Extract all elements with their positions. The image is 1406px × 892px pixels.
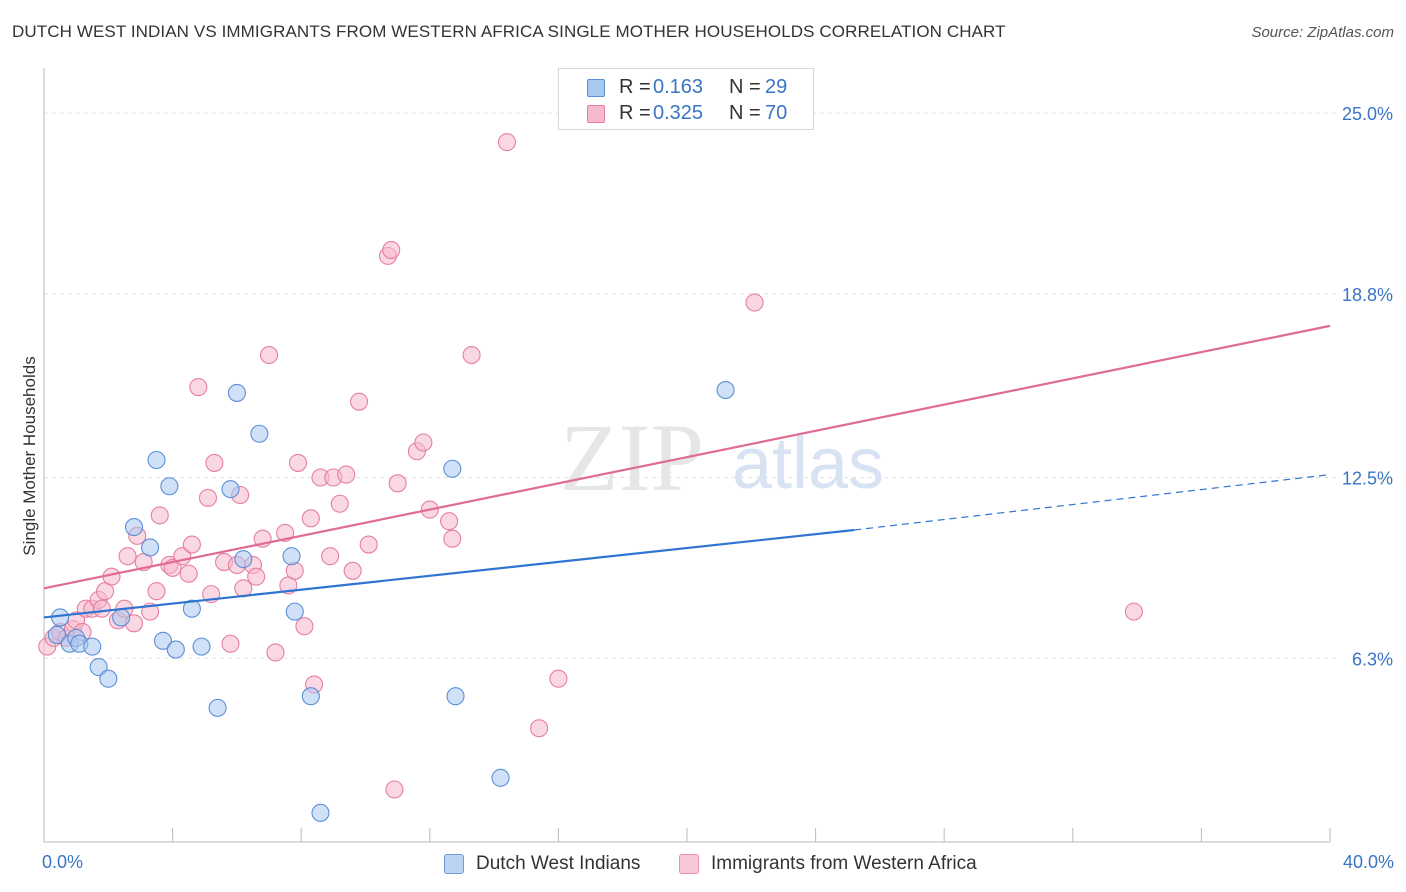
- immigrants-western-africa-point-61: [414, 433, 433, 452]
- immigrants-western-africa-point-59: [388, 474, 407, 493]
- dutch-west-indians-point-11: [147, 450, 166, 470]
- legend-swatch-blue: [587, 79, 605, 97]
- dutch-west-indians-point-10: [141, 538, 160, 557]
- immigrants-western-africa-point-65: [462, 345, 481, 365]
- immigrants-western-africa-point-28: [198, 488, 218, 507]
- immigrants-western-africa-point-37: [247, 567, 266, 586]
- dutch-west-indians-point-25: [311, 803, 330, 822]
- y-tick-label-0: 6.3%: [1352, 649, 1393, 669]
- legend-n-label: N =: [729, 76, 761, 98]
- correlation-legend: R = 0.163 N = 29 R = 0.325 N = 70: [558, 68, 814, 130]
- immigrants-western-africa-point-58: [385, 780, 404, 799]
- legend-n-value: 29: [765, 76, 788, 98]
- immigrants-western-africa-point-32: [221, 634, 240, 653]
- trend-line-immigrants-western-africa: [43, 324, 1331, 590]
- dutch-west-indians-point-14: [166, 640, 185, 659]
- immigrants-western-africa-point-49: [321, 547, 340, 566]
- legend-r-label: R =: [619, 102, 651, 124]
- immigrants-western-africa-point-64: [443, 529, 462, 548]
- immigrants-western-africa-point-55: [359, 535, 378, 554]
- legend-r-label: R =: [619, 76, 651, 98]
- immigrants-western-africa-point-70: [1124, 602, 1143, 621]
- dutch-west-indians-point-12: [153, 631, 173, 650]
- immigrants-western-africa-point-69: [745, 293, 764, 312]
- immigrants-western-africa-point-66: [497, 133, 517, 152]
- legend-r-value: 0.325: [653, 102, 704, 124]
- immigrants-western-africa-point-45: [295, 617, 314, 636]
- y-tick-label-1: 12.5%: [1342, 468, 1393, 488]
- dutch-west-indians-point-9: [124, 518, 144, 537]
- dutch-west-indians-point-23: [285, 602, 304, 621]
- y-axis-label: Single Mother Households: [20, 356, 39, 556]
- dutch-west-indians-point-27: [446, 687, 465, 706]
- legend-n-value: 70: [765, 102, 788, 124]
- legend-n-label: N =: [729, 102, 761, 124]
- legend-r-value: 0.163: [653, 76, 704, 98]
- y-tick-label-3: 25.0%: [1342, 104, 1393, 124]
- dutch-west-indians-point-5: [83, 637, 102, 656]
- chart-title: DUTCH WEST INDIAN VS IMMIGRANTS FROM WES…: [12, 22, 1006, 41]
- immigrants-western-africa-point-30: [205, 453, 224, 472]
- immigrants-western-africa-point-39: [259, 345, 279, 365]
- series-dutch-west-indians-points: [47, 380, 735, 822]
- series-legend: Dutch West Indians Immigrants from Weste…: [0, 850, 1406, 880]
- watermark-atlas: atlas: [732, 424, 884, 504]
- immigrants-western-africa-point-54: [350, 392, 369, 411]
- immigrants-western-africa-point-57: [382, 240, 401, 260]
- immigrants-western-africa-point-44: [288, 453, 308, 472]
- y-tick-label-2: 18.8%: [1342, 285, 1393, 305]
- dutch-west-indians-point-22: [282, 547, 301, 566]
- dutch-west-indians-point-6: [89, 657, 108, 677]
- immigrants-western-africa-point-21: [150, 506, 169, 525]
- immigrants-western-africa-point-26: [182, 535, 201, 554]
- legend-item-label: Dutch West Indians: [476, 853, 641, 874]
- axes: [43, 68, 1331, 843]
- immigrants-western-africa-point-51: [330, 494, 349, 513]
- dutch-west-indians-point-28: [491, 768, 510, 787]
- immigrants-western-africa-point-52: [337, 465, 356, 484]
- immigrants-western-africa-point-68: [549, 669, 568, 688]
- legend-swatch-pink: [587, 105, 605, 123]
- dutch-west-indians-point-15: [182, 599, 201, 618]
- watermark: ZIP atlas: [560, 404, 884, 511]
- dutch-west-indians-point-8: [112, 608, 131, 627]
- trend-line-dutch-west-indians: [43, 528, 855, 619]
- immigrants-western-africa-point-53: [343, 561, 362, 580]
- trend-line-dutch-west-indians-extension: [854, 473, 1331, 531]
- immigrants-western-africa-point-67: [530, 719, 549, 738]
- dutch-west-indians-point-18: [221, 480, 240, 499]
- immigrants-western-africa-point-20: [147, 582, 166, 601]
- dutch-west-indians-point-7: [99, 669, 118, 688]
- immigrants-western-africa-point-46: [301, 509, 320, 528]
- x-tick-min: 0.0%: [42, 852, 84, 872]
- legend-item-label: Immigrants from Western Africa: [711, 853, 977, 874]
- immigrants-western-africa-point-40: [266, 643, 285, 662]
- immigrants-western-africa-point-10: [92, 599, 111, 618]
- legend-swatch-pink: [679, 854, 699, 874]
- legend-swatch-blue: [444, 854, 464, 874]
- dutch-west-indians-point-24: [301, 687, 320, 706]
- immigrants-western-africa-point-27: [189, 378, 208, 397]
- dutch-west-indians-point-29: [716, 380, 735, 400]
- dutch-west-indians-point-19: [227, 383, 246, 402]
- dutch-west-indians-point-20: [234, 550, 253, 569]
- immigrants-western-africa-point-25: [179, 564, 198, 583]
- x-tick-max: 40.0%: [1342, 852, 1394, 872]
- immigrants-western-africa-point-15: [118, 547, 137, 566]
- immigrants-western-africa-point-43: [285, 561, 304, 580]
- dutch-west-indians-point-26: [443, 459, 462, 478]
- dutch-west-indians-point-13: [160, 477, 179, 496]
- dutch-west-indians-point-0: [47, 625, 66, 645]
- trend-lines: [43, 324, 1331, 619]
- dutch-west-indians-point-16: [192, 637, 211, 656]
- y-tick-labels: 6.3% 12.5% 18.8% 25.0%: [1342, 104, 1393, 669]
- dutch-west-indians-point-17: [208, 698, 227, 717]
- dutch-west-indians-point-21: [250, 424, 269, 443]
- immigrants-western-africa-point-63: [440, 512, 459, 531]
- source-credit: Source: ZipAtlas.com: [1251, 24, 1394, 41]
